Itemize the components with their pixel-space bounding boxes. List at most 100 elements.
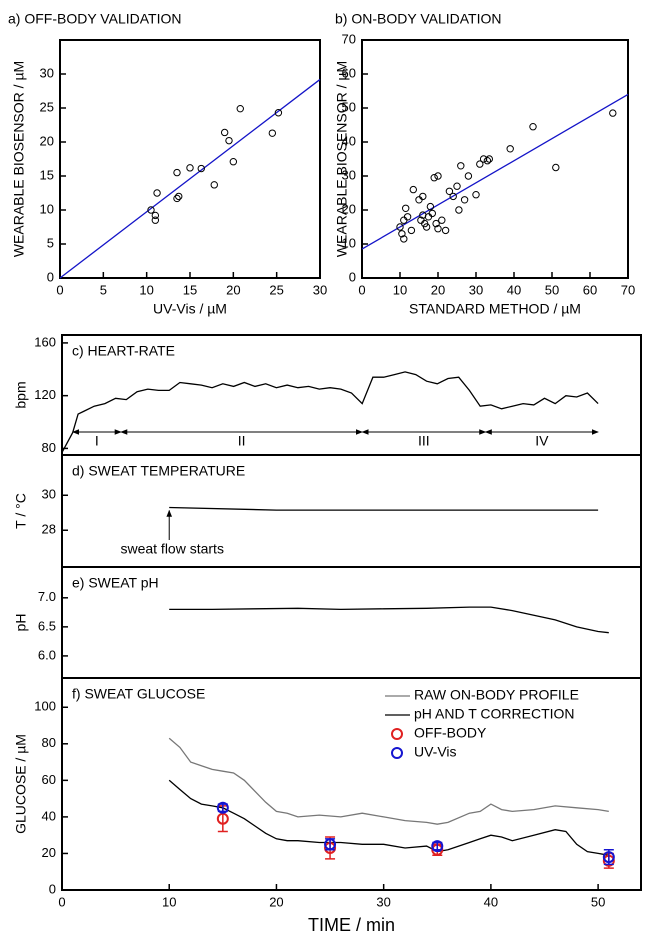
point [441, 226, 450, 235]
point [225, 136, 233, 145]
annotation: sweat flow starts [120, 541, 223, 557]
x-tick-label: 40 [507, 282, 521, 297]
y-tick-label: 0 [49, 881, 56, 896]
x-tick-label: 20 [269, 894, 283, 909]
y-tick-label: 80 [42, 735, 56, 750]
phase-label: I [95, 433, 99, 449]
point [431, 840, 444, 853]
point [173, 168, 181, 177]
point [415, 196, 423, 204]
plot-frame [361, 39, 629, 279]
line [168, 737, 609, 825]
y-tick-label: 50 [342, 99, 356, 114]
point [434, 225, 442, 233]
x-tick-label: 10 [393, 282, 407, 297]
point [173, 194, 181, 203]
line [61, 371, 599, 453]
point [455, 206, 463, 214]
y-axis-label: WEARABLE BIOSENSOR / µM [11, 61, 27, 257]
x-tick-label: 0 [56, 282, 63, 297]
fit-line [361, 93, 629, 250]
point [147, 206, 155, 214]
point [268, 129, 277, 137]
x-tick-label: 60 [583, 282, 597, 297]
x-tick-label: 20 [226, 282, 240, 297]
point [216, 801, 229, 814]
y-tick-label: 20 [40, 133, 54, 148]
point [434, 172, 442, 180]
x-tick-label: 0 [58, 894, 65, 909]
point [476, 160, 484, 168]
point [400, 216, 408, 224]
point [483, 157, 492, 165]
point [402, 204, 410, 213]
y-tick-label: 6.5 [38, 618, 56, 633]
point [438, 216, 446, 224]
phase-label: IV [535, 433, 549, 449]
point [453, 182, 461, 190]
point [602, 851, 615, 864]
y-tick-label: 5 [47, 235, 54, 250]
y-tick-label: 20 [42, 845, 56, 860]
y-tick-label: 25 [40, 99, 54, 114]
y-tick-label: 0 [349, 269, 356, 284]
point [432, 219, 440, 228]
y-axis-label: GLUCOSE / µM [13, 734, 29, 834]
point [472, 191, 480, 199]
point [457, 162, 465, 170]
y-tick-label: 60 [342, 65, 356, 80]
y-axis-label: T / °C [13, 493, 29, 529]
y-tick-label: 120 [34, 387, 56, 402]
x-tick-label: 30 [376, 894, 390, 909]
x-tick-label: 5 [100, 282, 107, 297]
y-tick-label: 30 [40, 65, 54, 80]
point [409, 185, 417, 194]
legend-label: OFF-BODY [414, 725, 487, 741]
point [460, 196, 469, 204]
y-tick-label: 6.0 [38, 647, 56, 662]
plot-frame [59, 39, 321, 279]
line [169, 606, 609, 634]
point [552, 163, 560, 172]
x-tick-label: 70 [621, 282, 635, 297]
point [175, 192, 183, 201]
x-tick-label: 50 [545, 282, 559, 297]
y-tick-label: 0 [47, 269, 54, 284]
y-tick-label: 10 [40, 201, 54, 216]
y-tick-label: 40 [42, 808, 56, 823]
y-tick-label: 15 [40, 167, 54, 182]
legend-marker [391, 747, 403, 759]
phase-label: III [418, 433, 430, 449]
point [506, 145, 514, 153]
point [464, 172, 473, 180]
panel-title: f) SWEAT GLUCOSE [72, 686, 205, 702]
point [449, 192, 457, 201]
y-tick-label: 28 [42, 522, 56, 537]
point [407, 226, 416, 235]
legend-label: UV-Vis [414, 744, 457, 760]
point [426, 202, 435, 211]
line [169, 506, 599, 511]
plot-frame [61, 677, 642, 891]
y-tick-label: 40 [342, 133, 356, 148]
y-tick-label: 70 [342, 31, 356, 46]
y-tick-label: 7.0 [38, 589, 56, 604]
point [403, 213, 412, 221]
x-tick-label: 0 [358, 282, 365, 297]
x-axis-label: UV-Vis / µM [153, 301, 227, 317]
point [400, 235, 408, 243]
point [151, 216, 160, 224]
panel-title: a) OFF-BODY VALIDATION [8, 11, 181, 27]
x-tick-label: 10 [162, 894, 176, 909]
point [153, 189, 161, 197]
x-tick-label: 25 [269, 282, 283, 297]
point [197, 164, 205, 173]
point [422, 223, 431, 231]
point [424, 213, 433, 221]
panel-title: c) HEART-RATE [72, 343, 175, 359]
y-axis-label: pH [13, 614, 29, 632]
point [274, 109, 283, 117]
y-tick-label: 30 [42, 487, 56, 502]
x-tick-label: 50 [591, 894, 605, 909]
